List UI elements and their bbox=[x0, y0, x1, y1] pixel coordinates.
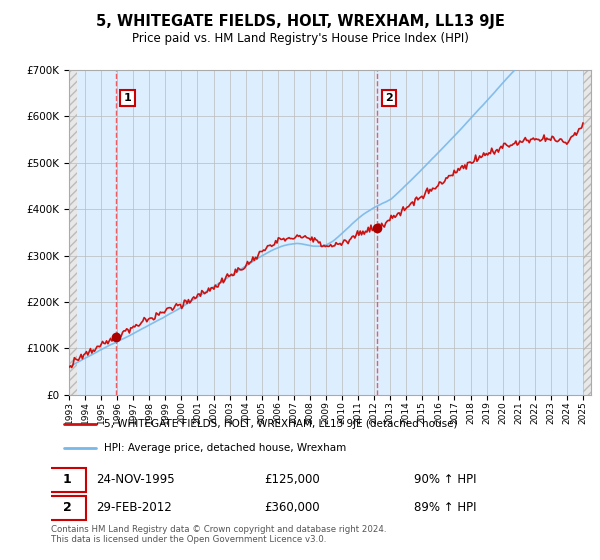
Text: Contains HM Land Registry data © Crown copyright and database right 2024.
This d: Contains HM Land Registry data © Crown c… bbox=[51, 525, 386, 544]
Text: 1: 1 bbox=[62, 473, 71, 487]
Text: £360,000: £360,000 bbox=[265, 501, 320, 515]
Text: 2: 2 bbox=[62, 501, 71, 515]
Text: 29-FEB-2012: 29-FEB-2012 bbox=[97, 501, 172, 515]
Text: 1: 1 bbox=[124, 93, 131, 103]
Text: 24-NOV-1995: 24-NOV-1995 bbox=[97, 473, 175, 487]
Bar bbox=[583, 70, 591, 395]
Text: Price paid vs. HM Land Registry's House Price Index (HPI): Price paid vs. HM Land Registry's House … bbox=[131, 32, 469, 45]
Text: 89% ↑ HPI: 89% ↑ HPI bbox=[414, 501, 476, 515]
Text: 90% ↑ HPI: 90% ↑ HPI bbox=[414, 473, 476, 487]
Text: 2: 2 bbox=[385, 93, 392, 103]
Text: 5, WHITEGATE FIELDS, HOLT, WREXHAM, LL13 9JE: 5, WHITEGATE FIELDS, HOLT, WREXHAM, LL13… bbox=[95, 14, 505, 29]
FancyBboxPatch shape bbox=[49, 496, 86, 520]
FancyBboxPatch shape bbox=[49, 468, 86, 492]
Text: 5, WHITEGATE FIELDS, HOLT, WREXHAM, LL13 9JE (detached house): 5, WHITEGATE FIELDS, HOLT, WREXHAM, LL13… bbox=[104, 419, 458, 430]
Text: HPI: Average price, detached house, Wrexham: HPI: Average price, detached house, Wrex… bbox=[104, 443, 347, 453]
Bar bbox=[69, 70, 77, 395]
Text: £125,000: £125,000 bbox=[265, 473, 320, 487]
